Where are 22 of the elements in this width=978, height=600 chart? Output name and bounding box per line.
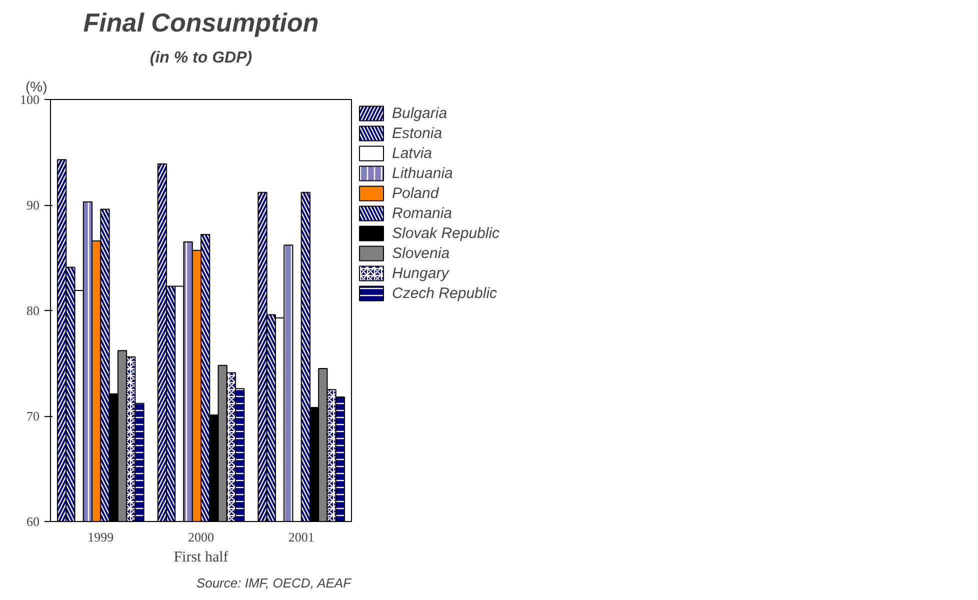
- x-axis-title: First half: [174, 550, 228, 566]
- chart-title: Final Consumption: [83, 8, 319, 38]
- y-axis-title: (%): [26, 78, 48, 94]
- x-tick-label: 2001: [288, 530, 314, 544]
- legend-label: Romania: [392, 204, 452, 222]
- legend-label: Slovenia: [392, 244, 450, 262]
- y-tick-label: 80: [26, 303, 40, 318]
- y-tick-label: 90: [26, 198, 40, 212]
- x-tick-label: 1999: [88, 530, 114, 544]
- x-tick-label: 2000: [188, 530, 214, 544]
- legend-label: Slovak Republic: [392, 224, 500, 242]
- legend-label: Bulgaria: [392, 104, 448, 122]
- legend-label: Czech Republic: [392, 284, 498, 302]
- legend-label: Estonia: [392, 124, 442, 142]
- legend-label: Lithuania: [392, 164, 453, 182]
- legend-label: Poland: [392, 184, 439, 202]
- legend-label: Hungary: [392, 264, 449, 282]
- y-tick-label: 60: [26, 514, 40, 529]
- y-tick-label: 70: [26, 408, 40, 424]
- legend-label: Latvia: [392, 144, 432, 162]
- source-note: Source: IMF, OECD, AEAF: [196, 576, 352, 590]
- chart-subtitle: (in % to GDP): [150, 50, 252, 66]
